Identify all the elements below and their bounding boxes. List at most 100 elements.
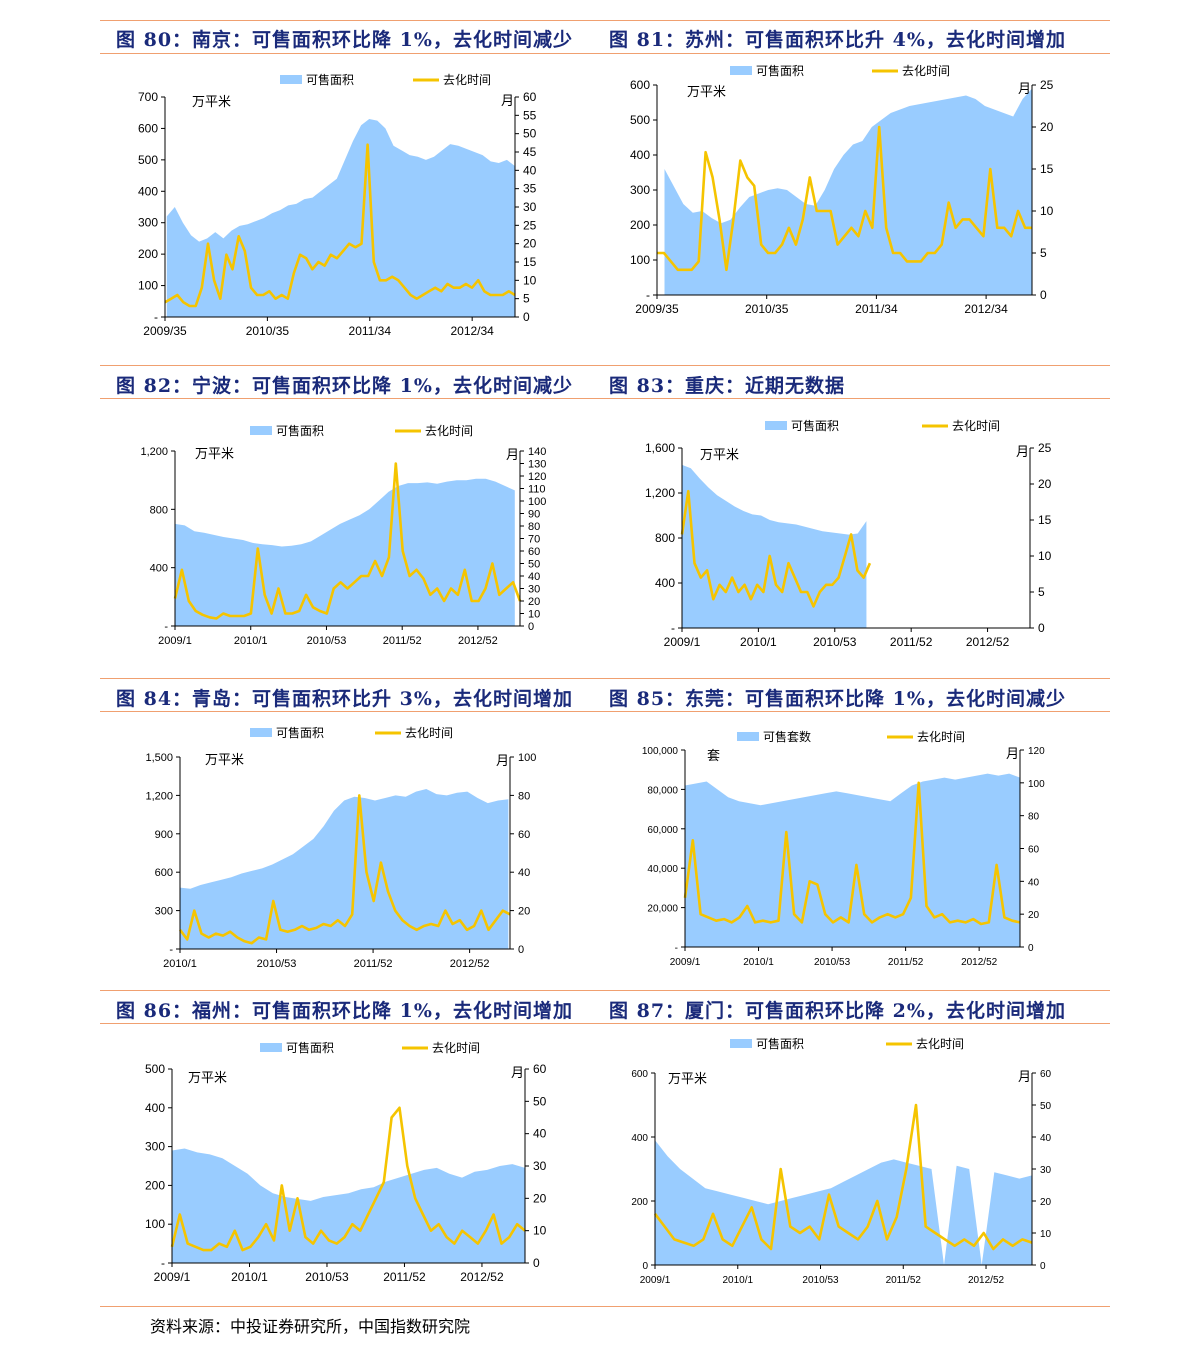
right-tick-label: 15	[523, 255, 537, 269]
left-tick-label: 1,200	[645, 486, 675, 500]
figure-title: 图 82：宁波：可售面积环比降 1%，去化时间减少	[116, 375, 573, 397]
right-tick-label: 10	[1040, 204, 1054, 218]
right-tick-label: 40	[1028, 877, 1040, 888]
x-tick-label: 2011/34	[349, 324, 392, 338]
right-tick-label: 0	[518, 944, 524, 956]
legend-swatch-area	[260, 1043, 282, 1052]
right-tick-label: 40	[528, 571, 540, 583]
right-tick-label: 60	[518, 829, 530, 841]
rule	[100, 678, 1110, 679]
x-tick-label: 2012/52	[966, 635, 1010, 649]
right-tick-label: 0	[1028, 943, 1034, 954]
figure-title: 图 81：苏州：可售面积环比升 4%，去化时间增加	[609, 29, 1066, 51]
rule	[100, 398, 1110, 399]
x-tick-label: 2010/35	[745, 302, 789, 316]
right-tick-label: 0	[523, 310, 530, 324]
left-tick-label: -	[646, 288, 650, 302]
right-tick-label: 20	[1040, 1197, 1052, 1208]
figure-title: 图 84：青岛：可售面积环比升 3%，去化时间增加	[116, 688, 573, 710]
legend-swatch-area	[765, 421, 787, 430]
left-tick-label: 100	[630, 253, 650, 267]
right-tick-label: 50	[1040, 1101, 1052, 1112]
left-tick-label: 900	[155, 829, 173, 841]
right-tick-label: 5	[1040, 246, 1047, 260]
right-tick-label: 35	[523, 182, 537, 196]
x-tick-label: 2009/1	[154, 1270, 191, 1284]
legend-label-area: 可售面积	[756, 1036, 804, 1051]
x-tick-label: 2010/53	[802, 1275, 839, 1286]
source-note: 资料来源：中投证券研究所，中国指数研究院	[150, 1317, 471, 1336]
right-tick-label: 10	[1040, 1229, 1052, 1240]
right-tick-label: 40	[533, 1127, 547, 1141]
legend-swatch-area	[737, 732, 759, 741]
right-tick-label: 20	[523, 237, 537, 251]
x-tick-label: 2011/52	[354, 958, 393, 970]
line-series	[173, 462, 522, 620]
chart-suzhou: 600 500 400 300 200 100 - 25 20 15 10 5 0 2009/35 2010…	[630, 63, 1054, 316]
legend-label-line: 去化时间	[917, 730, 965, 744]
left-tick-label: 600	[155, 867, 173, 879]
left-unit-label: 万平米	[700, 447, 739, 462]
x-tick-label: 2011/52	[383, 635, 422, 647]
right-unit-label: 月	[1016, 444, 1029, 459]
left-unit-label: 万平米	[687, 84, 726, 99]
line-series	[653, 1103, 1033, 1251]
x-tick-label: 2012/52	[450, 958, 490, 970]
left-tick-label: 800	[150, 504, 168, 516]
right-tick-label: 70	[528, 534, 540, 546]
right-tick-label: 60	[1028, 845, 1040, 856]
legend-label-line: 去化时间	[443, 73, 491, 87]
x-tick-label: 2010/1	[722, 1275, 753, 1286]
right-unit-label: 月	[511, 1065, 524, 1080]
x-tick-label: 2009/1	[670, 957, 701, 968]
right-tick-label: 10	[533, 1224, 547, 1238]
area-series	[166, 119, 515, 317]
right-tick-label: 50	[523, 127, 537, 141]
left-tick-label: 400	[630, 148, 650, 162]
legend-label-area: 可售面积	[791, 418, 839, 433]
area-series	[180, 789, 509, 949]
rule	[100, 1306, 1110, 1307]
chart-qingdao: 1,500 1,200 900 600 300 - 100 80 60 40 20 0 2010/1 20…	[145, 725, 536, 970]
right-tick-label: 120	[1028, 746, 1045, 757]
left-tick-label: 1,600	[645, 441, 675, 455]
rule	[100, 1023, 1110, 1024]
left-tick-label: 1,500	[145, 752, 173, 764]
right-tick-label: 15	[1040, 162, 1054, 176]
right-tick-label: 30	[533, 1159, 547, 1173]
left-tick-label: 600	[631, 1069, 648, 1080]
legend-swatch-area	[730, 1039, 752, 1048]
chart-ningbo: 1,200800400-1401301201101009080706050403…	[140, 423, 546, 647]
right-tick-label: 90	[528, 509, 540, 521]
legend-label-area: 可售套数	[763, 729, 811, 744]
figure-title: 图 85：东莞：可售面积环比降 1%，去化时间减少	[609, 688, 1066, 710]
figure-title: 图 87：厦门：可售面积环比降 2%，去化时间增加	[609, 1000, 1066, 1022]
left-tick-label: 800	[655, 531, 675, 545]
right-tick-label: 60	[533, 1062, 547, 1076]
left-tick-label: 300	[138, 216, 158, 230]
rule	[100, 711, 1110, 712]
left-tick-label: 20,000	[647, 904, 678, 915]
left-tick-label: -	[671, 621, 675, 635]
left-tick-label: -	[164, 621, 168, 633]
right-tick-label: 10	[523, 273, 537, 287]
left-tick-label: -	[161, 1256, 165, 1270]
x-tick-label: 2012/34	[964, 302, 1008, 316]
right-tick-label: 20	[528, 596, 540, 608]
x-tick-label: 2010/53	[813, 635, 857, 649]
right-tick-label: 0	[1040, 1261, 1046, 1272]
right-tick-label: 100	[1028, 779, 1045, 790]
rule	[100, 990, 1110, 991]
legend-label-line: 去化时间	[916, 1037, 964, 1051]
right-tick-label: 20	[518, 906, 530, 918]
legend-swatch-area	[250, 426, 272, 435]
legend-swatch-area	[250, 728, 272, 737]
right-tick-label: 60	[1040, 1069, 1052, 1080]
right-tick-label: 30	[528, 584, 540, 596]
left-tick-label: 500	[630, 113, 650, 127]
legend-label-line: 去化时间	[405, 726, 453, 740]
right-tick-label: 40	[1040, 1133, 1052, 1144]
chart-dongguan: 100,000 80,000 60,000 40,000 20,000 - 120 100 80…	[642, 729, 1045, 968]
left-unit-label: 万平米	[188, 1070, 227, 1085]
line-series	[170, 1106, 526, 1252]
